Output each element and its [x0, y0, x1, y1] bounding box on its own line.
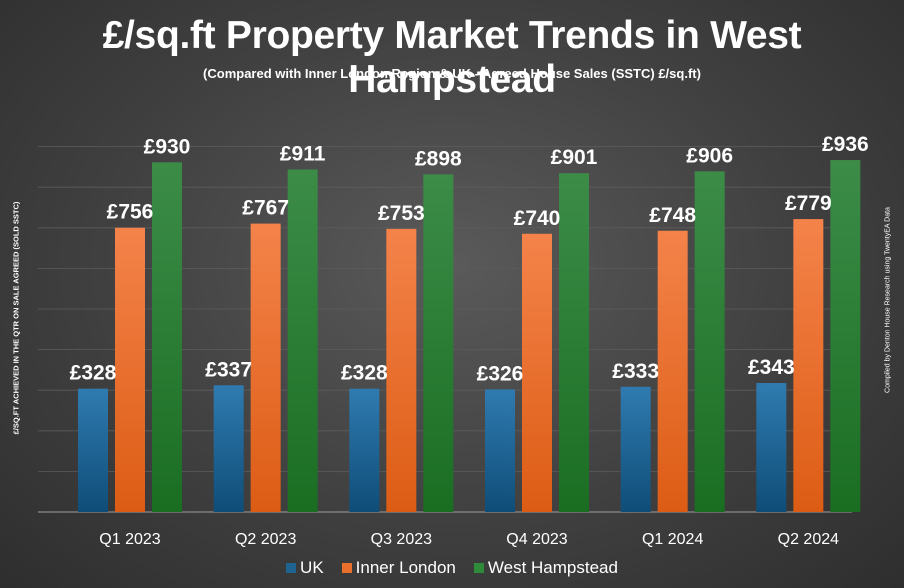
bar-inner-london-q4-2023 [522, 233, 552, 512]
legend-label: Inner London [355, 558, 456, 577]
bar-uk-q2-2023 [213, 385, 244, 512]
data-label: £343 [748, 356, 795, 379]
data-label: £748 [649, 204, 696, 227]
legend-label: UK [300, 558, 324, 577]
bar-inner-london-q3-2023 [386, 228, 417, 512]
x-tick-label: Q4 2023 [506, 531, 567, 548]
bar-inner-london-q2-2024 [793, 219, 824, 512]
bar-inner-london-q1-2023 [115, 227, 145, 512]
data-label: £906 [686, 144, 733, 167]
bar-west-hampstead-q2-2023 [287, 169, 318, 513]
bar-uk-q1-2023 [78, 388, 108, 512]
bar-west-hampstead-q4-2023 [559, 173, 589, 512]
data-label: £911 [280, 142, 326, 165]
data-label: £930 [144, 135, 191, 158]
data-label: £901 [551, 146, 598, 169]
legend-item-west-hampstead: West Hampstead [473, 558, 618, 578]
data-label: £898 [415, 147, 462, 170]
bar-inner-london-q1-2024 [657, 230, 688, 512]
bar-inner-london-q2-2023 [250, 223, 281, 512]
data-label: £756 [107, 201, 154, 224]
data-label: £337 [205, 358, 252, 381]
legend-label: West Hampstead [487, 558, 618, 577]
data-label: £767 [242, 197, 289, 220]
x-tick-label: Q1 2024 [642, 531, 703, 548]
x-tick-label: Q3 2023 [371, 531, 432, 548]
bar-west-hampstead-q2-2024 [830, 160, 861, 512]
data-label: £936 [822, 133, 869, 156]
legend-item-uk: UK [286, 558, 324, 578]
bar-west-hampstead-q1-2024 [694, 171, 725, 512]
x-tick-label: Q2 2023 [235, 531, 296, 548]
legend-swatch [341, 563, 352, 573]
x-tick-label: Q1 2023 [99, 531, 160, 548]
data-label: £779 [785, 192, 832, 215]
legend-item-inner-london: Inner London [341, 558, 456, 578]
x-tick-label: Q2 2024 [778, 531, 839, 548]
bar-west-hampstead-q1-2023 [152, 162, 182, 512]
chart-subtitle: (Compared with Inner London Region & UK … [203, 66, 701, 81]
bar-uk-q1-2024 [620, 386, 651, 512]
data-label: £740 [514, 207, 561, 230]
legend-swatch [286, 563, 297, 573]
data-label: £328 [341, 362, 388, 385]
chart-title: £/sq.ft Property Market Trends in West H… [102, 14, 802, 101]
bar-uk-q4-2023 [485, 389, 515, 512]
bar-west-hampstead-q3-2023 [423, 174, 454, 513]
data-label: £753 [378, 202, 425, 225]
bar-uk-q3-2023 [349, 388, 380, 512]
data-label: £326 [477, 362, 524, 385]
data-label: £333 [612, 360, 659, 383]
data-label: £328 [70, 362, 117, 385]
bar-uk-q2-2024 [756, 383, 787, 512]
legend: UK Inner London West Hampstead [0, 558, 904, 578]
legend-swatch [473, 563, 484, 573]
